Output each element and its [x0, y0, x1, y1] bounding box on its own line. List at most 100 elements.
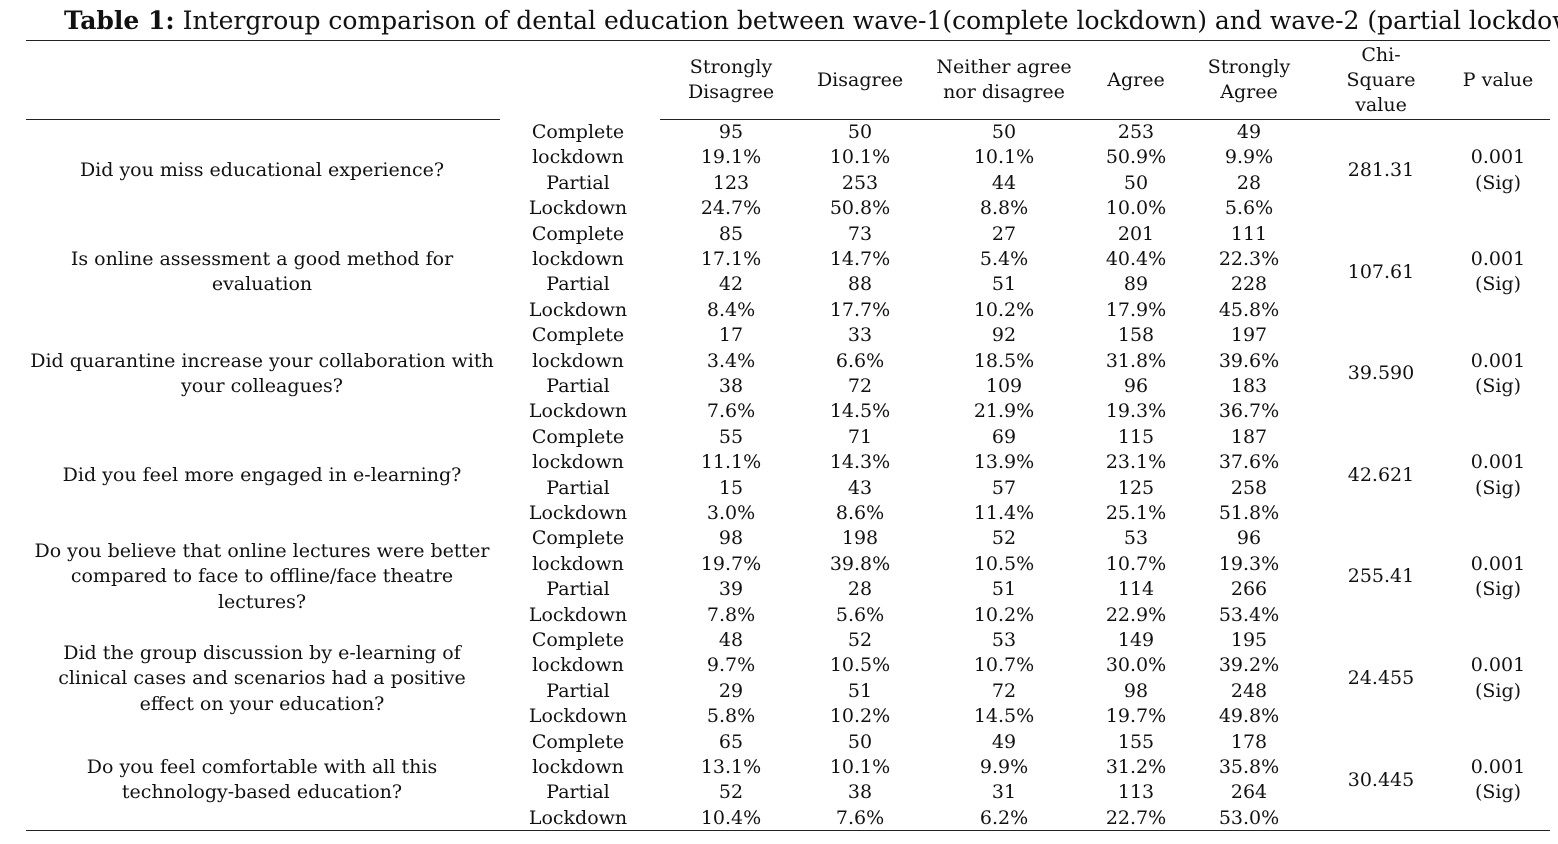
table-cell: 40.4%	[1105, 248, 1167, 270]
table-cell: 53	[991, 629, 1017, 651]
group-label: Lockdown	[528, 705, 628, 728]
table-cell: 22.7%	[1105, 806, 1167, 829]
table-cell: 187	[1230, 425, 1268, 448]
table-cell: 10.1%	[829, 146, 891, 169]
p-value: 0.001	[1470, 756, 1526, 778]
table-cell: 113	[1117, 781, 1155, 804]
header-strongly-disagree: Strongly Disagree	[661, 42, 801, 118]
table-cell: 72	[847, 375, 873, 397]
header-line: value	[1355, 93, 1407, 116]
header-p-value: P value	[1443, 42, 1553, 118]
p-value: 0.001	[1470, 654, 1526, 677]
p-value: 0.001	[1470, 349, 1526, 372]
table-cell: 96	[1236, 527, 1262, 550]
table-cell: 9.9%	[979, 756, 1029, 778]
table-cell: 10.7%	[973, 654, 1035, 677]
group-label: Lockdown	[528, 806, 628, 829]
table-cell: 69	[991, 425, 1017, 448]
group-label: lockdown	[532, 248, 624, 270]
question-text: Did you miss educational experience?	[79, 159, 445, 182]
table-cell: 55	[718, 425, 744, 448]
p-value: (Sig)	[1474, 578, 1522, 601]
table-cell: 111	[1230, 222, 1268, 245]
table-cell: 253	[841, 171, 879, 194]
header-line: Disagree	[816, 68, 904, 91]
table-cell: 92	[991, 324, 1017, 347]
group-label: Lockdown	[528, 603, 628, 626]
table-cell: 13.1%	[700, 756, 762, 778]
p-value: 0.001	[1470, 451, 1526, 474]
table-cell: 28	[847, 578, 873, 601]
group-label: Complete	[531, 425, 625, 448]
header-strongly-agree: Strongly Agree	[1189, 42, 1309, 118]
header-rule-right	[660, 119, 1550, 120]
table-cell: 253	[1117, 121, 1155, 143]
table-cell: 24.7%	[700, 197, 762, 220]
group-label: lockdown	[532, 349, 624, 372]
header-line: Neither agree	[936, 56, 1072, 78]
table-cell: 38	[847, 781, 873, 804]
table-cell: 57	[991, 476, 1017, 499]
chi-square-value: 24.455	[1347, 667, 1415, 690]
p-value: 0.001	[1470, 248, 1526, 270]
group-label: Complete	[531, 324, 625, 347]
table-cell: 9.9%	[1224, 146, 1274, 169]
chi-square-value: 281.31	[1347, 159, 1415, 182]
table-cell: 10.2%	[973, 298, 1035, 321]
table-cell: 7.6%	[835, 806, 885, 829]
table-cell: 14.5%	[973, 705, 1035, 728]
table-cell: 88	[847, 273, 873, 296]
table-cell: 18.5%	[973, 349, 1035, 372]
table-cell: 71	[847, 425, 873, 448]
table-cell: 11.4%	[973, 502, 1035, 524]
header-agree: Agree	[1086, 42, 1186, 118]
table-cell: 45.8%	[1218, 298, 1280, 321]
table-cell: 10.7%	[1105, 552, 1167, 575]
table-cell: 264	[1230, 781, 1268, 804]
table-cell: 39.8%	[829, 552, 891, 575]
chi-square-value: 39.590	[1347, 362, 1415, 385]
table-cell: 98	[1123, 679, 1149, 702]
table-cell: 6.2%	[979, 806, 1029, 829]
chi-square-value: 30.445	[1347, 768, 1415, 791]
table-cell: 52	[718, 781, 744, 804]
top-rule	[26, 40, 1550, 41]
table-cell: 49	[1236, 121, 1262, 143]
p-value: (Sig)	[1474, 375, 1522, 397]
table-cell: 10.4%	[700, 806, 762, 829]
table-cell: 43	[847, 476, 873, 499]
group-label: Partial	[546, 679, 610, 702]
table-cell: 8.6%	[835, 502, 885, 524]
question-text: Do you believe that online lectures were…	[34, 540, 490, 613]
table-cell: 52	[847, 629, 873, 651]
header-disagree: Disagree	[800, 42, 920, 118]
table-cell: 37.6%	[1218, 451, 1280, 474]
header-rule-left	[26, 119, 500, 120]
table-cell: 8.8%	[979, 197, 1029, 220]
table-cell: 51	[847, 679, 873, 702]
table-cell: 10.2%	[829, 705, 891, 728]
table-cell: 19.7%	[1105, 705, 1167, 728]
group-label: Complete	[531, 730, 625, 753]
header-line: Agree	[1107, 68, 1165, 91]
p-value: 0.001	[1470, 552, 1526, 575]
table-cell: 17.9%	[1105, 298, 1167, 321]
table-cell: 109	[985, 375, 1023, 397]
chi-square-value: 107.61	[1347, 260, 1415, 283]
table-cell: 23.1%	[1105, 451, 1167, 474]
table-cell: 33	[847, 324, 873, 347]
table-cell: 52	[991, 527, 1017, 550]
group-label: Partial	[546, 476, 610, 499]
bottom-rule	[26, 830, 1550, 831]
table-cell: 14.5%	[829, 400, 891, 423]
header-chi-square: Chi- Square value	[1336, 42, 1426, 118]
table-cell: 10.5%	[973, 552, 1035, 575]
table-cell: 22.9%	[1105, 603, 1167, 626]
table-cell: 123	[712, 171, 750, 194]
table-cell: 49.8%	[1218, 705, 1280, 728]
table-cell: 50.8%	[829, 197, 891, 220]
table-cell: 15	[718, 476, 744, 499]
table-cell: 50.9%	[1105, 146, 1167, 169]
question-text: Did you feel more engaged in e-learning?	[62, 463, 462, 486]
p-value: (Sig)	[1474, 781, 1522, 804]
